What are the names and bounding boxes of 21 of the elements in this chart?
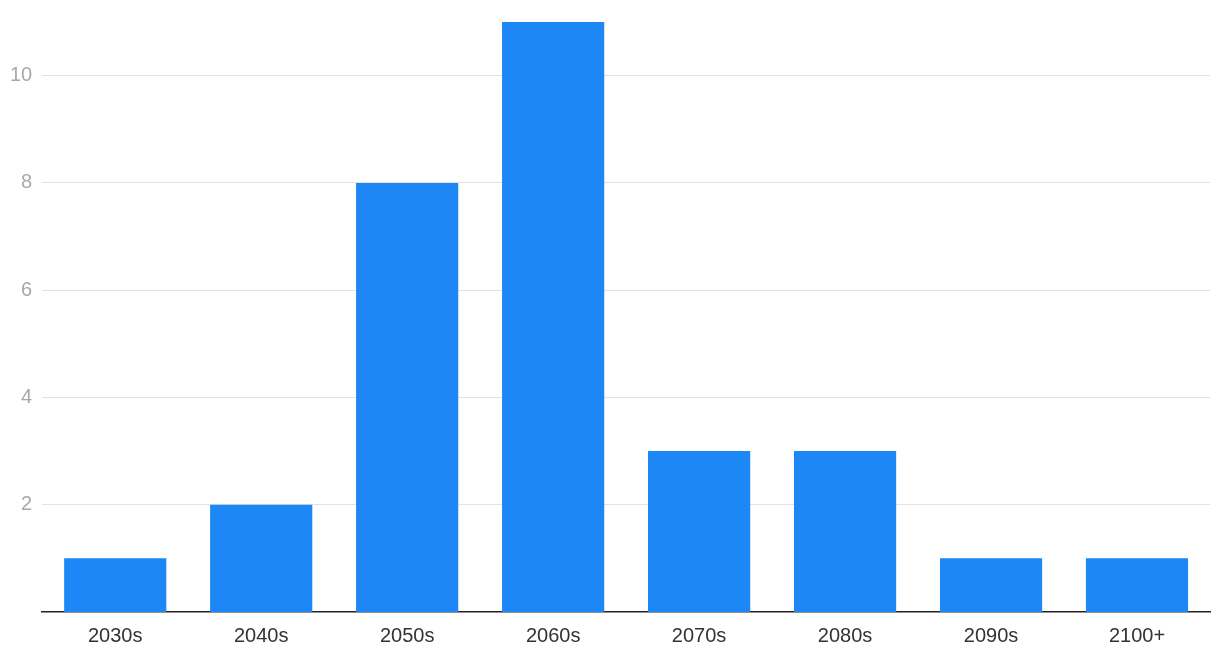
x-tick-label: 2040s	[233, 623, 289, 646]
x-tick-label: 2060s	[525, 623, 581, 646]
bar	[793, 451, 897, 612]
bar	[1085, 558, 1189, 612]
y-tick-label: 8	[21, 170, 33, 193]
bar	[356, 182, 459, 612]
x-tick-label: 2050s	[379, 623, 435, 646]
y-tick-label: 6	[21, 277, 33, 300]
x-tick-label: 2030s	[87, 623, 143, 646]
bar	[939, 558, 1043, 612]
y-tick-label: 4	[21, 384, 33, 407]
bar	[502, 22, 605, 612]
x-tick-label: 2080s	[817, 623, 873, 646]
bar	[648, 451, 751, 612]
x-tick-label: 2090s	[963, 623, 1019, 646]
y-tick-label: 10	[10, 63, 33, 86]
x-tick-label: 2070s	[671, 623, 727, 646]
bar	[210, 504, 313, 612]
y-tick-label: 2	[21, 492, 33, 515]
bar	[64, 558, 167, 612]
x-tick-label: 2100+	[1108, 623, 1166, 646]
